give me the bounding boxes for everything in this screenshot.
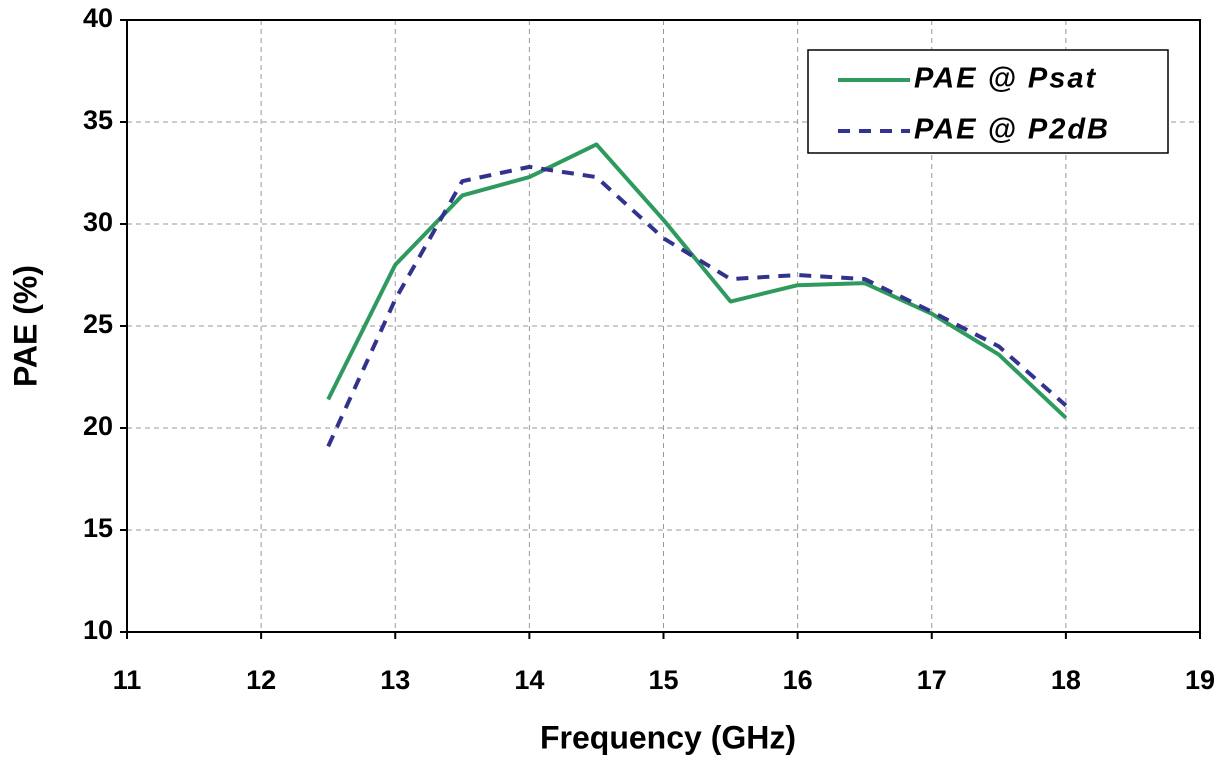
series-line [326,142,1068,420]
y-tick-label: 35 [83,105,113,135]
x-tick-label: 13 [380,665,410,695]
x-tick-label: 18 [1051,665,1081,695]
legend-box [807,49,1169,154]
series-line [326,164,1068,448]
x-tick-label: 11 [113,665,142,695]
y-tick-label: 10 [83,615,113,645]
y-axis-label: PAE (%) [7,265,43,387]
x-tick-label: 16 [783,665,813,695]
x-tick-label: 15 [648,665,678,695]
y-tick-label: 40 [83,3,113,33]
y-tick-label: 25 [83,309,113,339]
legend-label: PAE @ Psat [914,63,1097,95]
x-tick-label: 19 [1185,665,1215,695]
y-tick-label: 20 [83,411,113,441]
x-axis-label: Frequency (GHz) [540,719,796,755]
x-tick-label: 17 [917,665,947,695]
x-tick-label: 12 [246,665,276,695]
x-tick-label: 14 [514,665,544,695]
y-tick-label: 15 [83,513,113,543]
plot-frame [126,19,1201,633]
legend-label: PAE @ P2dB [914,114,1110,146]
y-tick-label: 30 [83,207,113,237]
